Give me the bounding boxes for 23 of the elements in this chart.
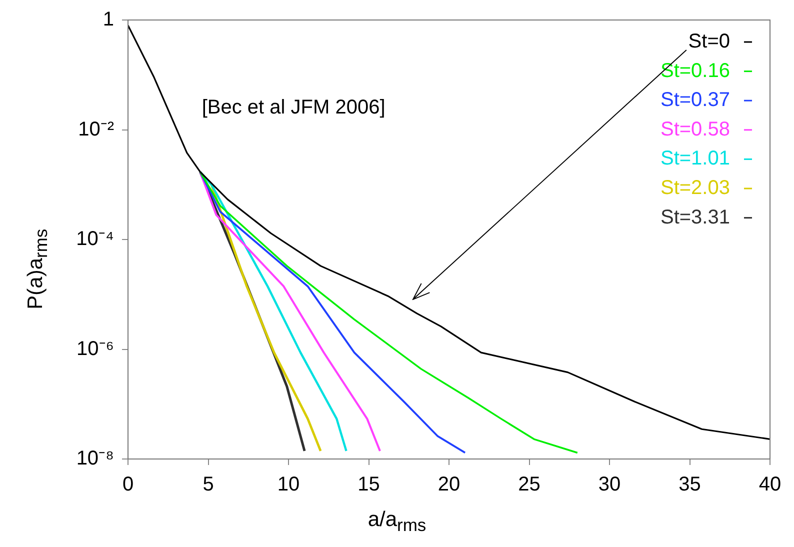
legend-label: St=0	[688, 30, 730, 53]
x-tick-label: 0	[122, 474, 134, 496]
x-tick-label: 35	[678, 474, 701, 496]
y-tick-label: 10⁻⁸	[76, 448, 114, 470]
x-tick-label: 40	[758, 474, 782, 496]
x-tick-label: 15	[358, 474, 380, 496]
y-tick-label: 10⁻⁴	[76, 228, 114, 250]
x-tick-label: 5	[202, 474, 214, 496]
x-tick-label: 30	[598, 474, 621, 496]
legend-label: St=1.01	[660, 148, 730, 170]
legend-label: St=2.03	[660, 177, 730, 200]
y-tick-label: 10⁻⁶	[76, 338, 114, 360]
y-tick-label: 10⁻²	[78, 118, 114, 140]
legend-label: St=0.37	[660, 89, 730, 112]
annotation: [Bec et al JFM 2006]	[202, 96, 386, 118]
y-tick-label: 1	[102, 8, 114, 31]
legend-label: St=3.31	[660, 206, 730, 228]
x-tick-label: 25	[518, 474, 540, 496]
x-tick-label: 10	[277, 474, 300, 496]
x-axis-title: a/a$_{rms}$	[366, 508, 428, 536]
x-tick-label: 20	[438, 474, 460, 496]
legend-label: St=0.16	[660, 60, 730, 82]
legend-label: St=0.58	[660, 118, 730, 140]
